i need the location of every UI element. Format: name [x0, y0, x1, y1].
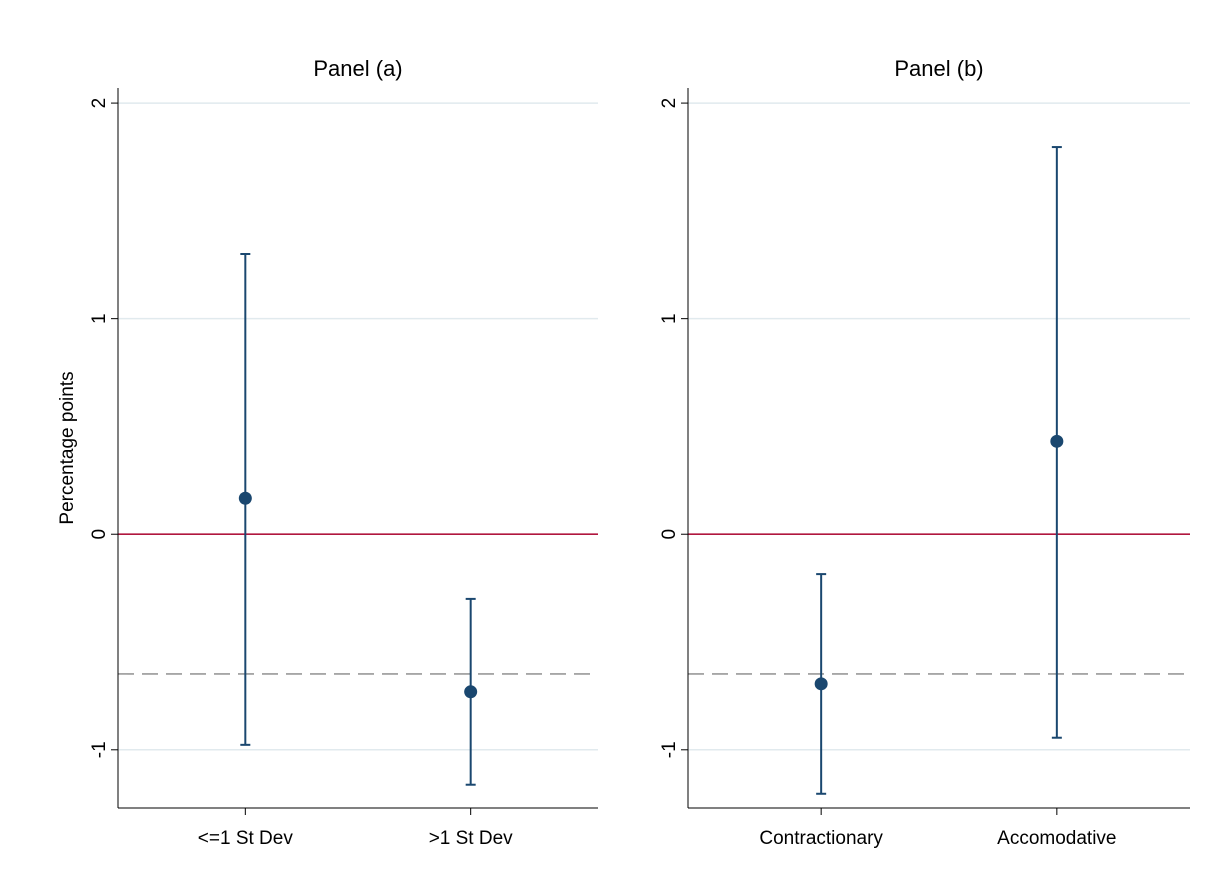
y-tick-label: 0	[659, 529, 680, 540]
panel-title: Panel (b)	[894, 56, 983, 81]
panel: Panel (b) -1 0 1 2 Contractionary Accomodative	[659, 56, 1190, 849]
panel-title: Panel (a)	[313, 56, 402, 81]
y-tick-label: 0	[89, 529, 110, 540]
y-tick-label: -1	[659, 741, 680, 758]
y-axis-label: Percentage points	[57, 371, 78, 524]
x-tick-label: Contractionary	[759, 828, 883, 849]
point	[464, 685, 478, 699]
y-tick-label: -1	[89, 741, 110, 758]
x-tick-label: <=1 St Dev	[198, 828, 294, 849]
x-tick-label: >1 St Dev	[429, 828, 513, 849]
point	[1050, 434, 1064, 448]
point	[238, 491, 252, 505]
y-tick-label: 1	[89, 313, 110, 324]
point	[814, 677, 828, 691]
y-tick-label: 1	[659, 313, 680, 324]
panel: Panel (a) Percentage points -1 0 1 2 <=1 St De…	[57, 56, 598, 849]
y-tick-label: 2	[89, 98, 110, 109]
x-tick-label: Accomodative	[997, 828, 1116, 849]
y-tick-label: 2	[659, 98, 680, 109]
